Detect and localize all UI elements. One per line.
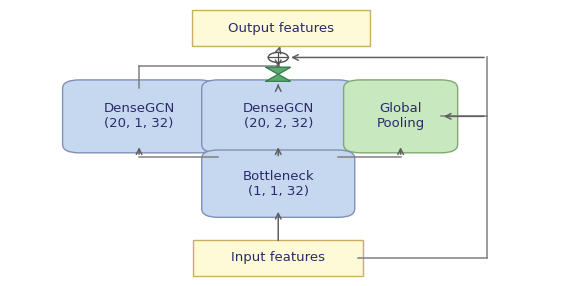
Text: Output features: Output features [228, 21, 334, 35]
FancyBboxPatch shape [192, 10, 370, 46]
FancyBboxPatch shape [193, 241, 363, 275]
Text: Bottleneck
(1, 1, 32): Bottleneck (1, 1, 32) [242, 170, 314, 198]
Text: DenseGCN
(20, 2, 32): DenseGCN (20, 2, 32) [243, 102, 314, 130]
Polygon shape [266, 74, 291, 81]
FancyBboxPatch shape [202, 80, 355, 153]
Polygon shape [266, 67, 291, 74]
Text: Global
Pooling: Global Pooling [377, 102, 425, 130]
Text: DenseGCN
(20, 1, 32): DenseGCN (20, 1, 32) [103, 102, 175, 130]
Text: Input features: Input features [231, 251, 325, 265]
FancyBboxPatch shape [202, 150, 355, 217]
FancyBboxPatch shape [62, 80, 216, 153]
FancyBboxPatch shape [343, 80, 457, 153]
